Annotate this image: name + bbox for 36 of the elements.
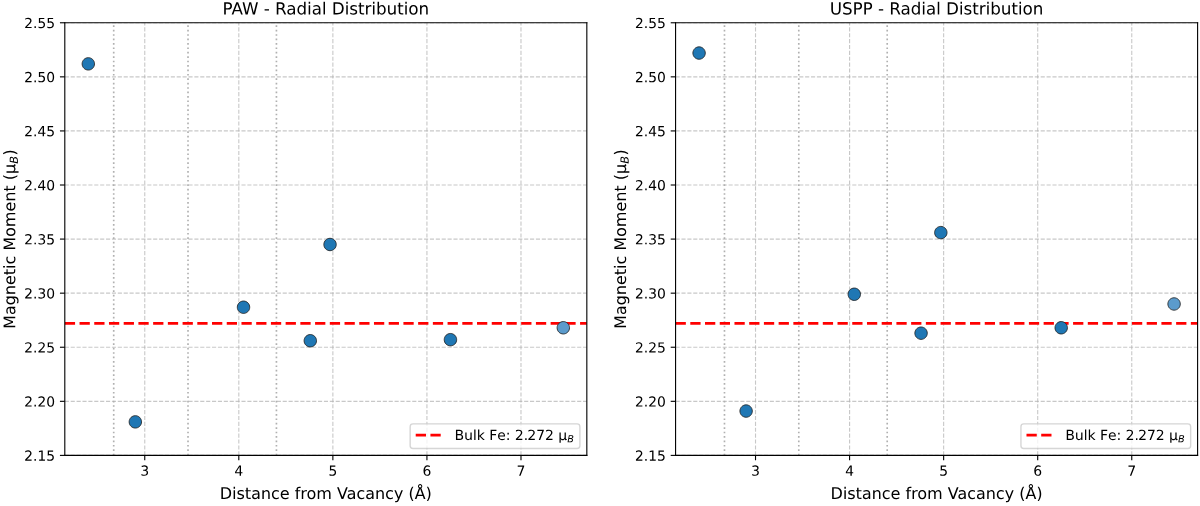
chart-title: USPP - Radial Distribution xyxy=(831,1,1042,15)
y-axis-title: Magnetic Moment (μ$_{B}$) xyxy=(613,150,630,328)
y-tick-label: 2.25 xyxy=(25,342,54,353)
y-tick-label: 2.50 xyxy=(25,71,55,83)
y-tick-label: 2.20 xyxy=(25,396,55,407)
x-tick-label: 6 xyxy=(1034,465,1042,476)
legend-label: Bulk Fe: 2.272 μ$_{B}$ xyxy=(1066,429,1185,443)
y-tick-label: 2.25 xyxy=(635,342,665,353)
y-tick-label: 2.30 xyxy=(25,288,55,299)
legend-label: Bulk Fe: 2.272 μ$_{B}$ xyxy=(455,429,574,443)
y-tick-label: 2.30 xyxy=(635,288,665,299)
x-tick-label: 6 xyxy=(423,465,431,476)
x-axis-title: Distance from Vacancy (Å) xyxy=(832,484,1042,503)
y-tick-label: 2.45 xyxy=(25,125,54,137)
x-tick-label: 3 xyxy=(752,465,759,476)
y-tick-label: 2.55 xyxy=(635,17,665,29)
x-tick-label: 7 xyxy=(517,465,525,476)
x-tick-label: 5 xyxy=(940,465,947,476)
x-tick-label: 5 xyxy=(329,465,337,476)
chart-title: PAW - Radial Distribution xyxy=(224,1,428,15)
y-axis-title: Magnetic Moment (μ$_{B}$) xyxy=(3,150,19,328)
y-tick-label: 2.40 xyxy=(25,179,55,191)
y-tick-label: 2.15 xyxy=(25,450,54,461)
x-tick-label: 3 xyxy=(141,465,149,476)
y-tick-label: 2.55 xyxy=(25,17,54,29)
y-tick-label: 2.35 xyxy=(635,234,665,245)
y-tick-label: 2.40 xyxy=(635,179,665,191)
x-tick-label: 7 xyxy=(1128,465,1135,476)
y-tick-label: 2.15 xyxy=(635,450,665,461)
x-tick-label: 4 xyxy=(845,465,854,476)
x-tick-label: 4 xyxy=(235,465,243,476)
y-tick-label: 2.20 xyxy=(635,396,665,407)
y-tick-label: 2.35 xyxy=(25,234,54,245)
y-tick-label: 2.45 xyxy=(635,125,665,137)
y-tick-label: 2.50 xyxy=(635,71,665,83)
x-axis-title: Distance from Vacancy (Å) xyxy=(221,484,431,503)
